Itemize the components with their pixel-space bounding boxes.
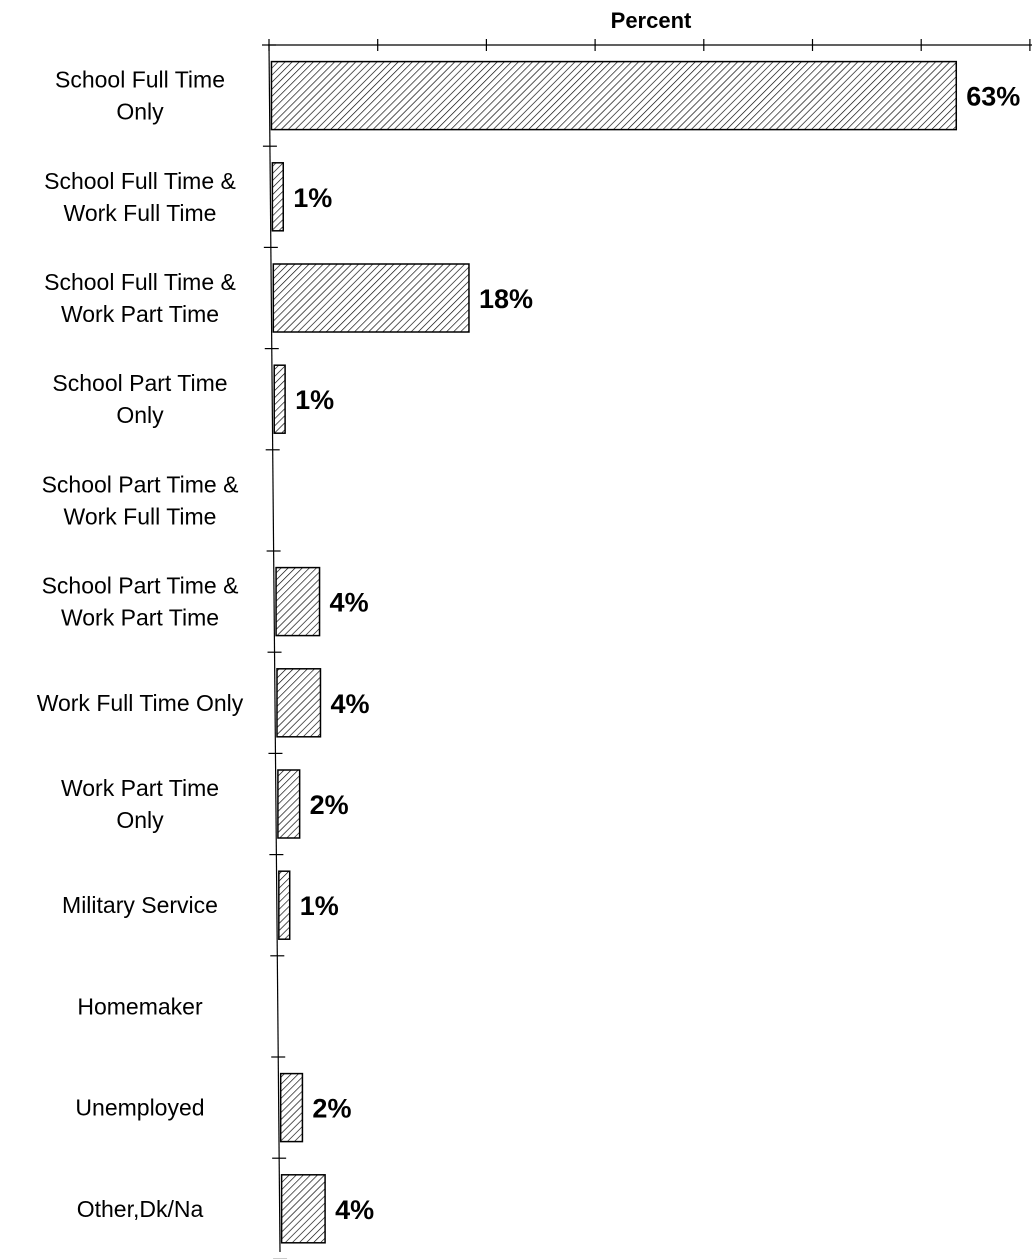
value-label: 4% [335,1195,374,1225]
category-label: School Part Time Only [52,370,227,428]
category-label-line: School Part Time [52,370,227,396]
category-label-line: Work Part Time [61,775,219,801]
category-label: School Full Time & Work Full Time [44,168,236,226]
category-label-line: Work Full Time [64,503,217,529]
value-label: 1% [293,183,332,213]
category-label: School Part Time & Work Part Time [42,573,239,631]
category-label-line: Work Part Time [61,605,219,631]
y-axis-line [268,44,281,1253]
category-label: Military Service [62,892,218,918]
category-label-line: Work Full Time [64,200,217,226]
category-label-line: Homemaker [77,993,203,1019]
category-label-line: Work Part Time [61,301,219,327]
x-axis-ticks [262,39,1031,1259]
value-label: 4% [330,689,369,719]
value-label: 63% [966,82,1020,112]
category-label-line: Only [116,99,164,125]
value-label: 2% [310,790,349,820]
category-label-line: Military Service [62,892,218,918]
value-label: 1% [300,891,339,921]
category-label-line: School Part Time & [42,573,239,599]
value-label: 18% [479,284,533,314]
x-axis-title: Percent [611,8,692,33]
category-label: School Full Time Only [55,67,225,125]
bar [270,60,958,131]
value-label: 4% [330,588,369,618]
category-label-line: School Part Time & [42,471,239,497]
category-label-line: Unemployed [75,1095,204,1121]
category-label: Work Full Time Only [37,690,244,716]
category-label: Homemaker [77,993,203,1019]
bar [272,263,470,333]
bar [273,364,286,434]
bar [275,566,321,637]
category-label: School Full Time & Work Part Time [44,269,236,327]
category-label: Unemployed [75,1095,204,1121]
category-label-line: School Full Time & [44,269,236,295]
bar [278,870,291,940]
category-label-line: Only [116,807,164,833]
bar [271,162,285,232]
category-label-line: Only [116,402,164,428]
category-label: Work Part Time Only [61,775,219,833]
category-label-line: Other,Dk/Na [77,1196,204,1222]
category-label-line: School Full Time [55,67,225,93]
bar [276,668,322,738]
category-label-line: School Full Time & [44,168,236,194]
category-label: School Part Time & Work Full Time [42,471,239,529]
value-label: 1% [295,385,334,415]
bar [277,769,301,839]
value-label: 2% [312,1094,351,1124]
bar [280,1174,326,1244]
bars-group: 63% 1% 18% 1% 4% 4% 2% 1% 2% 4% [270,60,1020,1244]
bar [279,1072,304,1143]
category-label: Other,Dk/Na [77,1196,204,1222]
category-label-line: Work Full Time Only [37,690,244,716]
